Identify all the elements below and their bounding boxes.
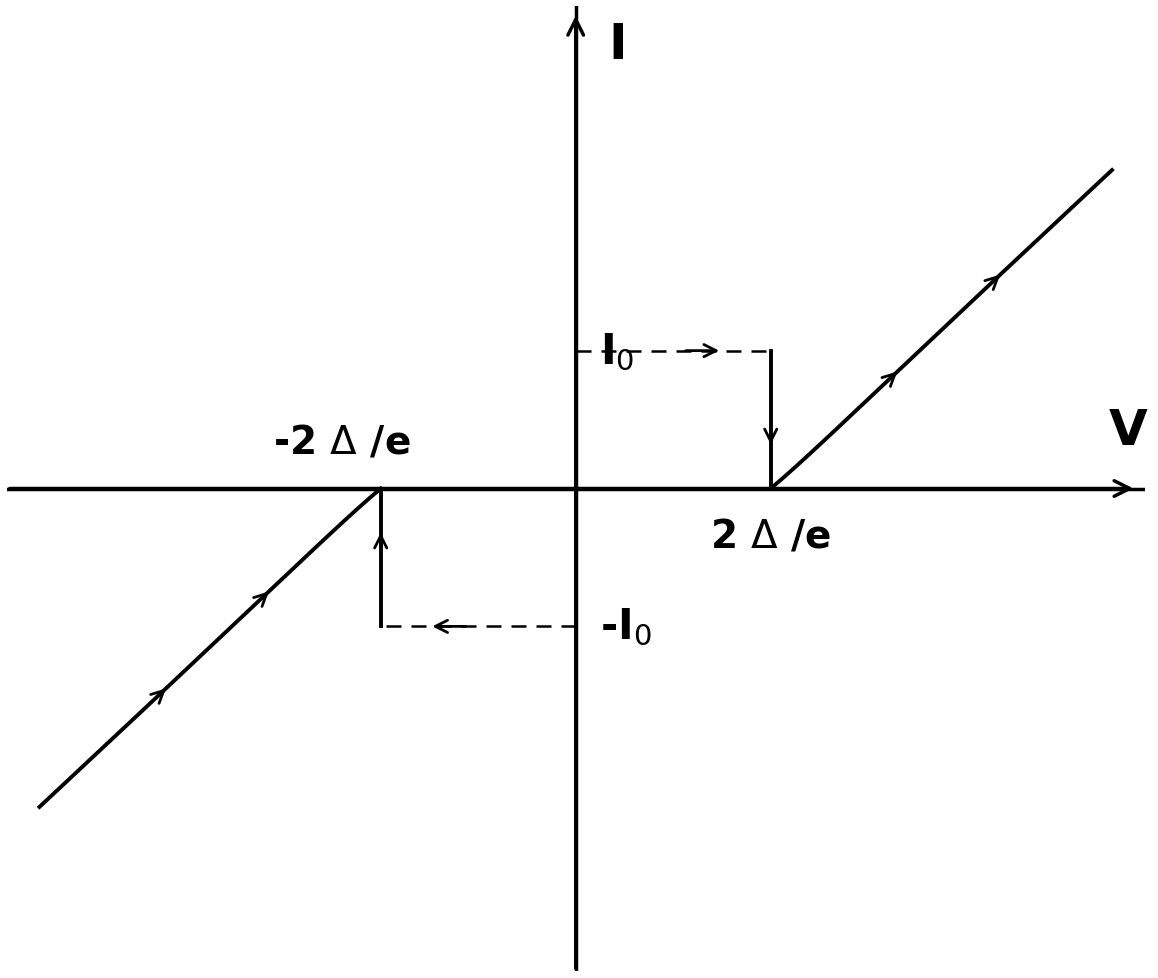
Text: -I$_0$: -I$_0$: [600, 605, 652, 647]
Text: 2 $\Delta$ /e: 2 $\Delta$ /e: [710, 516, 831, 555]
Text: -2 $\Delta$ /e: -2 $\Delta$ /e: [273, 423, 410, 462]
Text: I: I: [608, 21, 626, 68]
Text: V: V: [1109, 407, 1148, 455]
Text: I$_0$: I$_0$: [600, 331, 635, 373]
